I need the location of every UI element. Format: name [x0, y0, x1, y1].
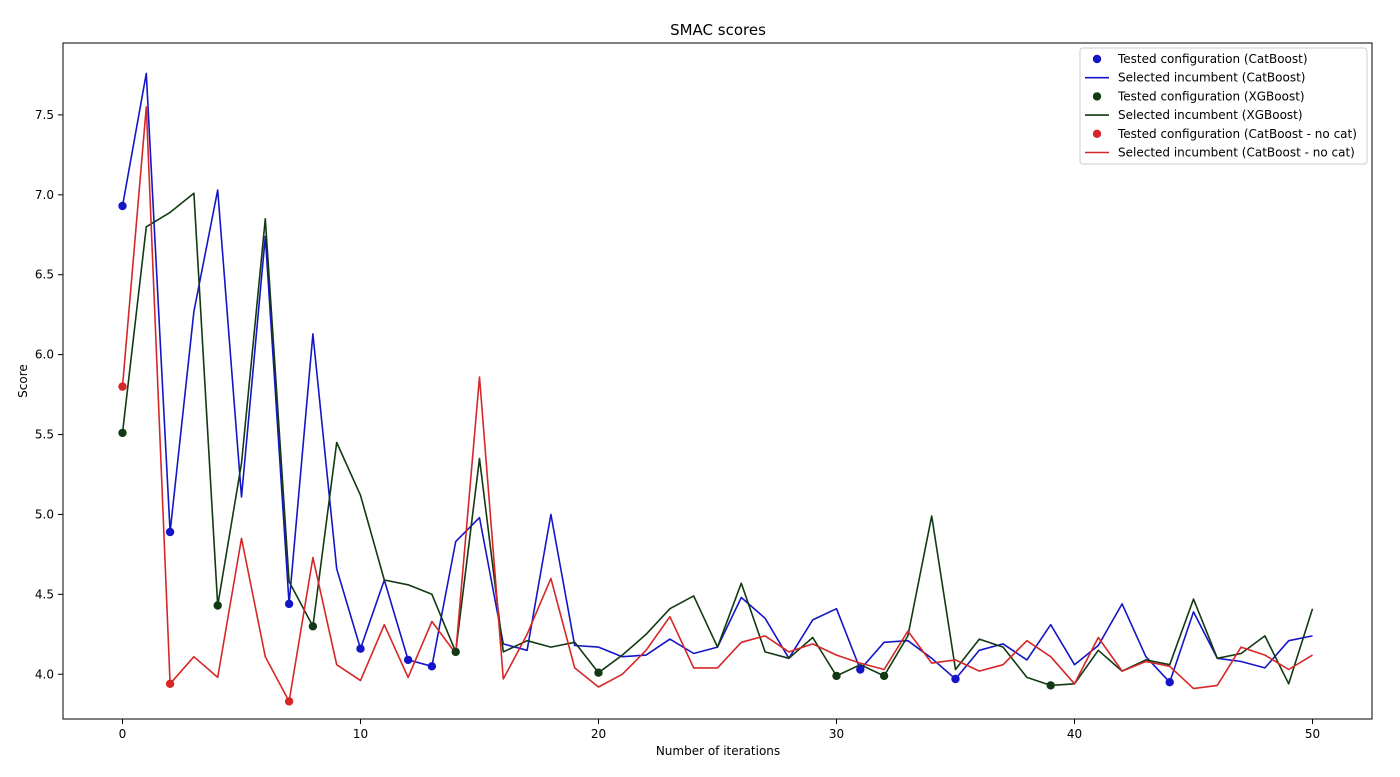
data-point-catboost: [165, 527, 175, 537]
y-axis-ticks: 4.0 4.5 5.0 5.5 6.0 6.5 7.0 7.5: [35, 108, 63, 681]
y-tick-label: 5.0: [35, 507, 54, 521]
x-tick-label: 50: [1305, 727, 1320, 741]
data-point-catboost: [356, 644, 365, 653]
data-point-catboost: [284, 599, 294, 609]
chart-title: SMAC scores: [670, 21, 766, 39]
plot-content: [118, 72, 1314, 706]
data-point-xgboost: [879, 671, 889, 681]
data-point-xgboost: [832, 671, 841, 681]
y-tick-label: 7.5: [35, 108, 54, 122]
legend: Tested configuration (CatBoost) Selected …: [1079, 47, 1368, 165]
y-tick-label: 5.5: [35, 428, 54, 442]
data-point-xgboost: [594, 668, 603, 677]
legend-label: Selected incumbent (CatBoost - no cat): [1118, 146, 1355, 160]
y-tick-label: 6.5: [35, 268, 54, 282]
legend-box: [1079, 47, 1368, 165]
plot-area-frame: [62, 42, 1373, 720]
data-point-catboost_nocat: [284, 697, 294, 706]
legend-label: Tested configuration (XGBoost): [1117, 89, 1305, 103]
data-point-xgboost: [451, 647, 460, 657]
series-line-catboost_nocat: [121, 106, 1313, 703]
x-axis-title: Number of iterations: [656, 744, 780, 758]
data-point-catboost: [1165, 678, 1174, 687]
x-axis-ticks: 0 10 20 30 40 50: [119, 719, 1320, 741]
legend-marker-catboost_nocat: [1092, 129, 1102, 138]
data-point-catboost: [403, 655, 413, 665]
data-point-catboost: [951, 674, 960, 684]
y-tick-label: 6.0: [35, 348, 54, 362]
legend-label: Tested configuration (CatBoost - no cat): [1117, 127, 1357, 141]
legend-label: Selected incumbent (XGBoost): [1118, 108, 1303, 122]
legend-marker-xgboost: [1092, 92, 1102, 101]
y-tick-label: 7.0: [35, 188, 54, 202]
y-tick-label: 4.5: [35, 587, 54, 601]
data-point-catboost_nocat: [118, 382, 127, 391]
series-line-xgboost: [121, 192, 1314, 687]
data-point-xgboost: [1046, 681, 1055, 690]
x-tick-label: 30: [829, 727, 844, 741]
data-point-xgboost: [118, 428, 127, 438]
data-point-catboost: [118, 201, 127, 211]
y-tick-label: 4.0: [35, 667, 54, 681]
x-tick-label: 40: [1067, 727, 1082, 741]
x-tick-label: 0: [119, 727, 127, 741]
data-point-catboost: [856, 665, 865, 674]
data-point-catboost_nocat: [165, 679, 175, 688]
data-point-xgboost: [213, 601, 222, 610]
data-point-xgboost: [308, 622, 318, 631]
y-axis-title: Score: [16, 364, 30, 398]
legend-label: Selected incumbent (CatBoost): [1118, 71, 1305, 85]
data-point-catboost: [427, 662, 437, 671]
series-line-catboost: [121, 72, 1313, 683]
x-tick-label: 20: [591, 727, 606, 741]
x-tick-label: 10: [353, 727, 368, 741]
legend-marker-catboost: [1092, 54, 1102, 64]
legend-label: Tested configuration (CatBoost): [1117, 52, 1308, 66]
